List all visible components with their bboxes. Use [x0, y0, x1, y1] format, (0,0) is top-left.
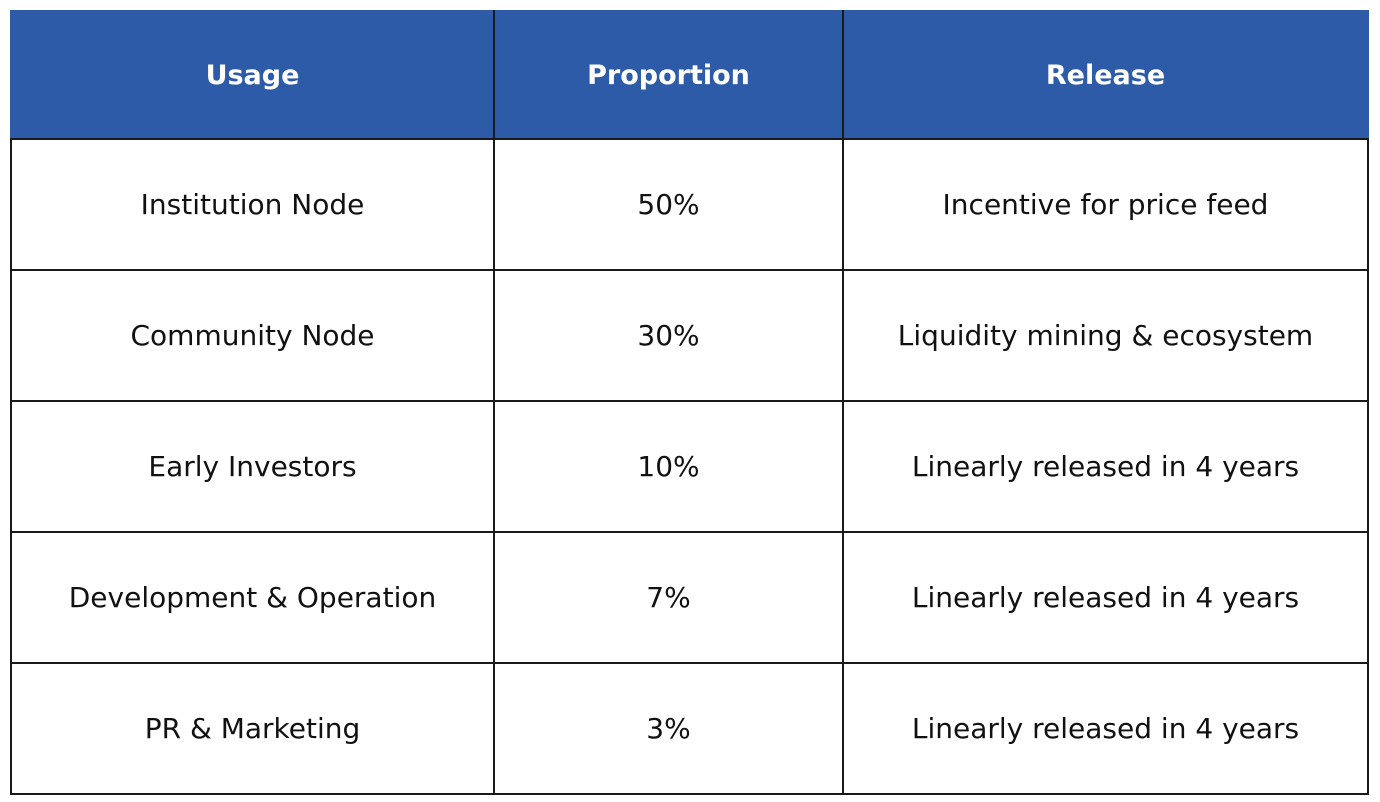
release-cell: Linearly released in 4 years — [842, 662, 1369, 795]
usage-cell: Community Node — [10, 269, 495, 402]
release-cell: Linearly released in 4 years — [842, 400, 1369, 533]
table-row: Early Investors 10% Linearly released in… — [10, 400, 1369, 533]
proportion-cell: 10% — [493, 400, 844, 533]
table-row: Community Node 30% Liquidity mining & ec… — [10, 269, 1369, 402]
proportion-cell: 3% — [493, 662, 844, 795]
table-row: PR & Marketing 3% Linearly released in 4… — [10, 662, 1369, 795]
table-body: Institution Node 50% Incentive for price… — [10, 138, 1369, 795]
usage-cell: Early Investors — [10, 400, 495, 533]
column-header-release: Release — [842, 10, 1369, 140]
table-header: Usage Proportion Release — [10, 10, 1369, 140]
proportion-cell: 30% — [493, 269, 844, 402]
proportion-cell: 7% — [493, 531, 844, 664]
table-row: Development & Operation 7% Linearly rele… — [10, 531, 1369, 664]
usage-cell: PR & Marketing — [10, 662, 495, 795]
column-header-proportion: Proportion — [493, 10, 844, 140]
proportion-cell: 50% — [493, 138, 844, 271]
header-row: Usage Proportion Release — [10, 10, 1369, 140]
column-header-usage: Usage — [10, 10, 495, 140]
release-cell: Incentive for price feed — [842, 138, 1369, 271]
allocation-table: Usage Proportion Release Institution Nod… — [10, 10, 1369, 795]
release-cell: Linearly released in 4 years — [842, 531, 1369, 664]
release-cell: Liquidity mining & ecosystem — [842, 269, 1369, 402]
table-row: Institution Node 50% Incentive for price… — [10, 138, 1369, 271]
usage-cell: Institution Node — [10, 138, 495, 271]
allocation-table-container: Usage Proportion Release Institution Nod… — [10, 10, 1369, 795]
usage-cell: Development & Operation — [10, 531, 495, 664]
